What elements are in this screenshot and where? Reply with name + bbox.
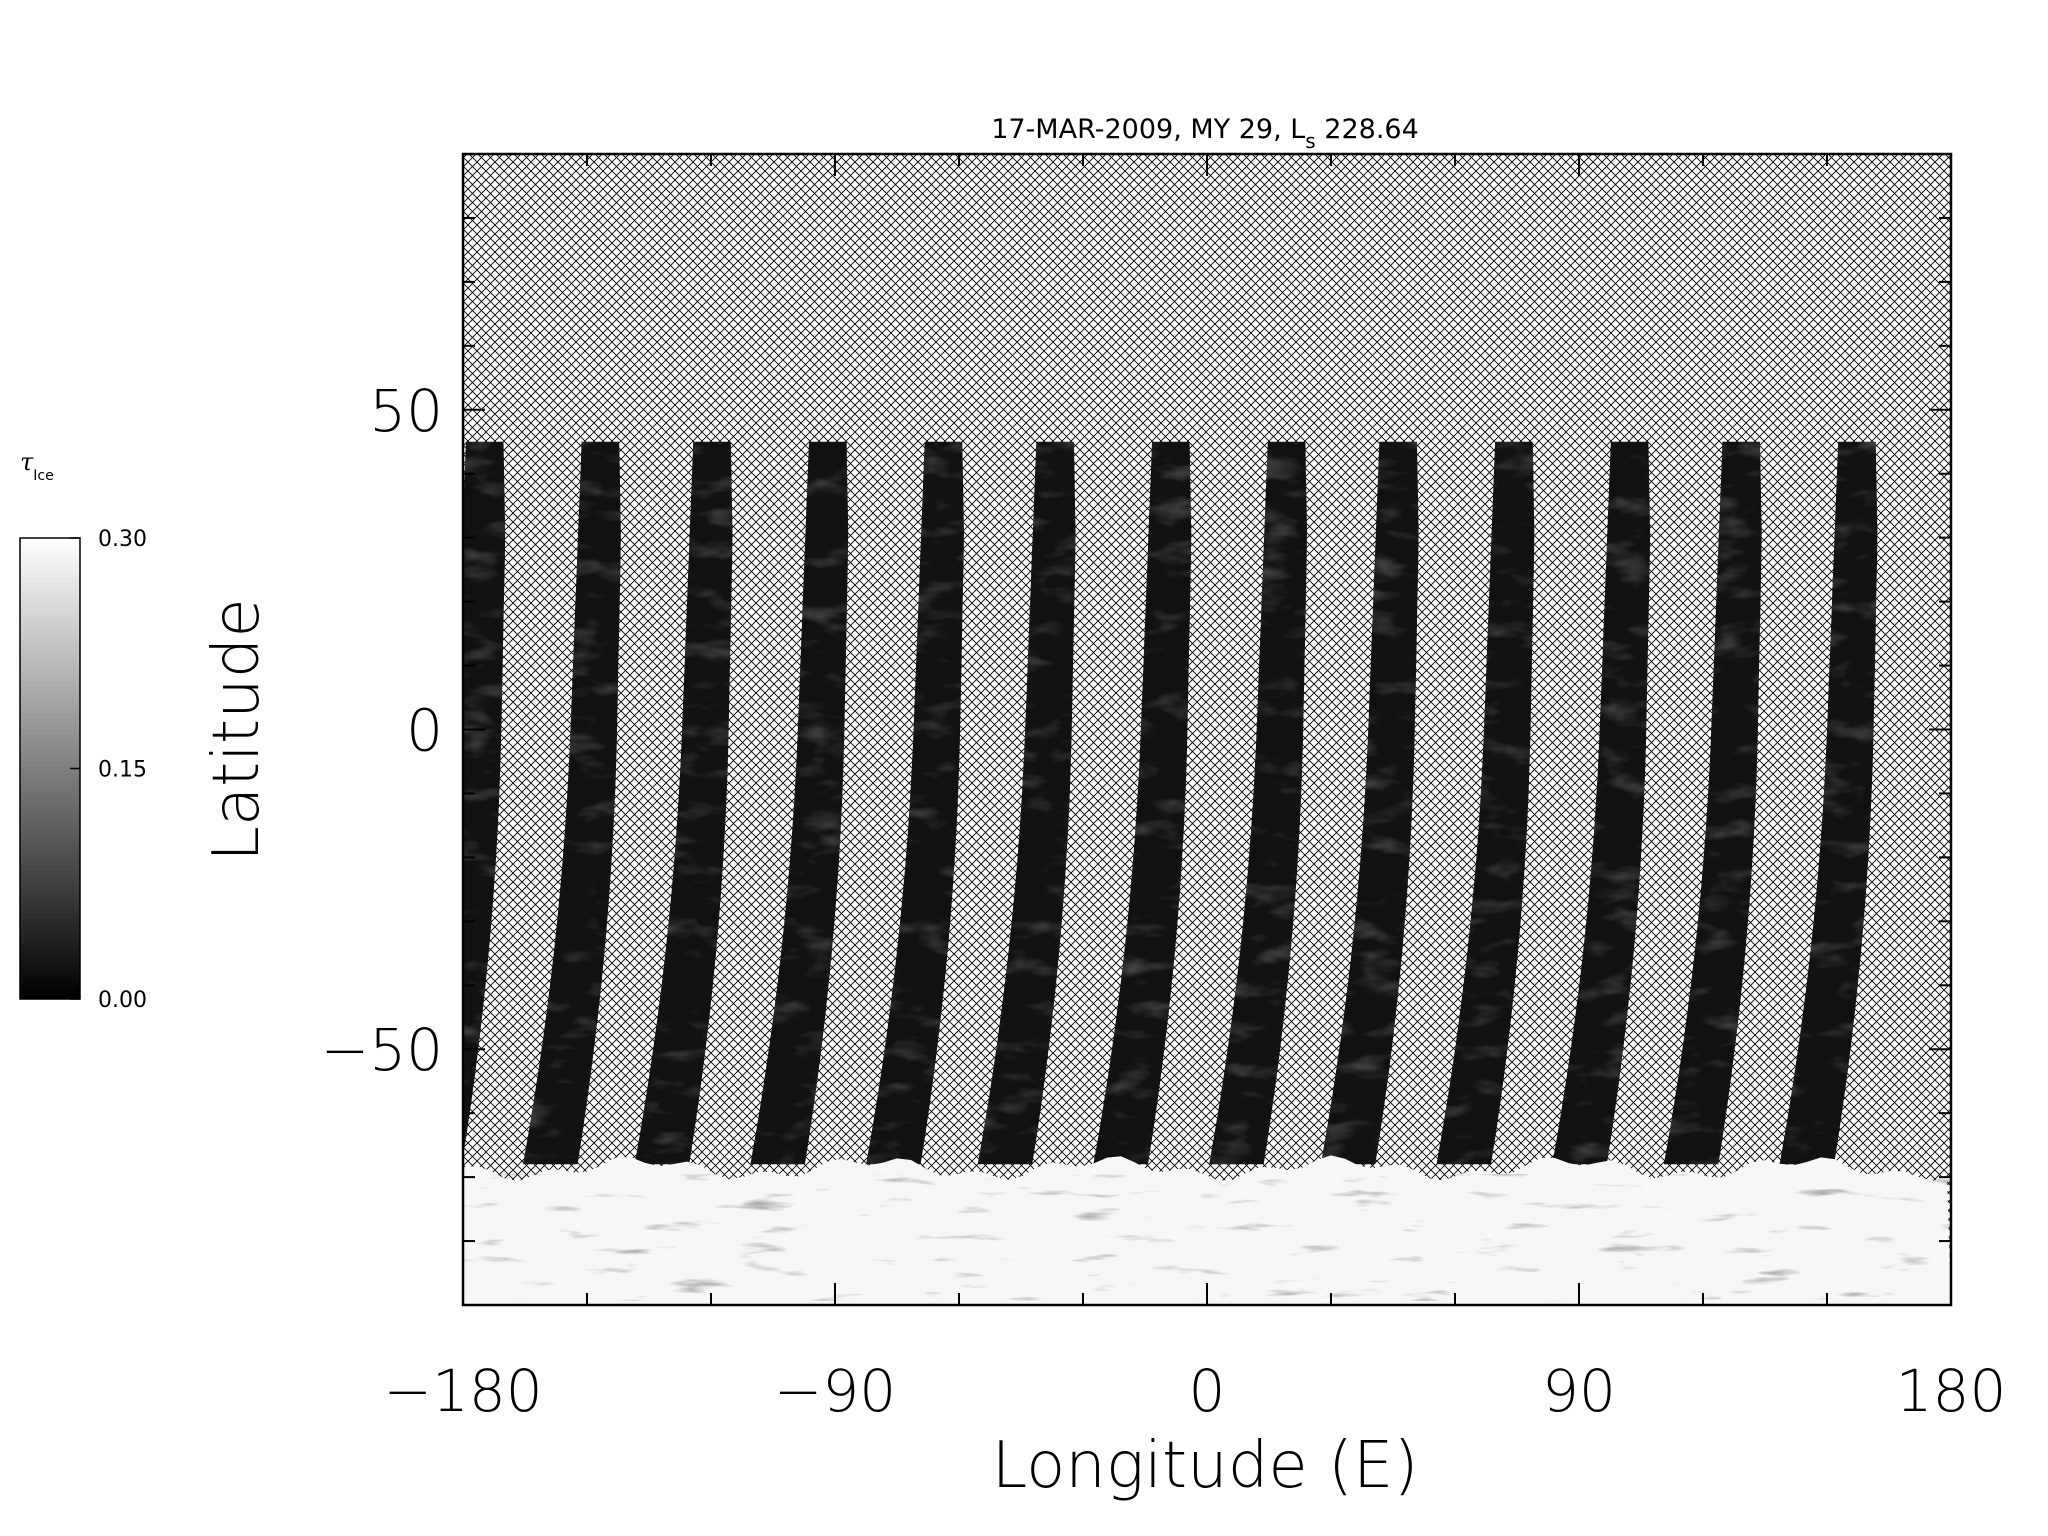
colorbar-tick-label: 0.15	[98, 758, 147, 783]
x-tick-label: 0	[1189, 1357, 1226, 1425]
x-axis: −180 −90 0 90 180	[383, 154, 2006, 1425]
x-tick-label: 180	[1896, 1357, 2007, 1425]
x-tick-label: 90	[1542, 1357, 1616, 1425]
x-tick-label: −90	[774, 1357, 896, 1425]
south-polar-cap-layer	[463, 1155, 1951, 1305]
y-tick-label: 0	[406, 697, 443, 765]
y-axis-title: Latitude	[200, 598, 274, 861]
y-tick-label: 50	[369, 377, 443, 445]
colorbar-tick-label: 0.30	[98, 527, 147, 552]
colorbar-ticks: 0.00 0.15 0.30	[70, 527, 147, 1013]
chart-title: 17-MAR-2009, MY 29, Ls 228.64	[991, 114, 1419, 153]
polar-cap-texture	[463, 1174, 1951, 1301]
colorbar-tick-label: 0.00	[98, 988, 147, 1013]
y-tick-label: −50	[321, 1016, 443, 1084]
x-tick-label: −180	[383, 1357, 542, 1425]
y-axis: 50 0 −50	[321, 153, 1951, 1306]
colorbar-label: τIce	[20, 448, 54, 484]
x-axis-title: Longitude (E)	[992, 1429, 1419, 1503]
plot-area	[463, 154, 1951, 1305]
colorbar: τIce 0.00 0.15 0.30	[19, 448, 147, 1013]
